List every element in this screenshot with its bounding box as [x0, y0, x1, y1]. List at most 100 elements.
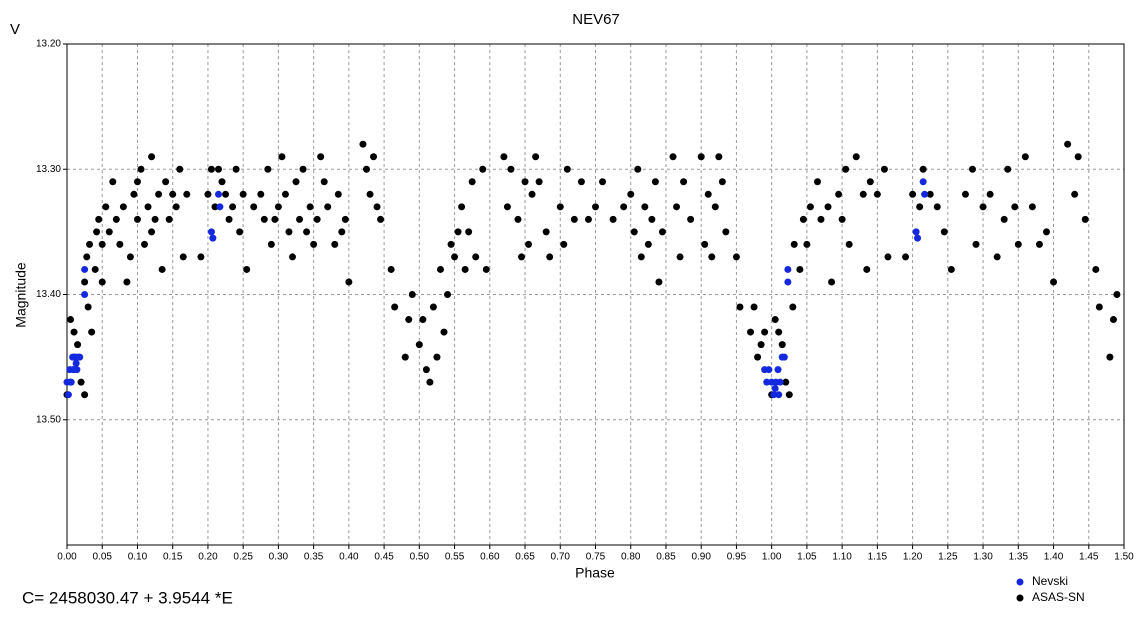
data-point [377, 215, 385, 223]
data-point [919, 165, 927, 173]
data-point [599, 178, 607, 186]
x-tick-label: 1.30 [973, 552, 993, 563]
legend-label: ASAS-SN [1032, 590, 1085, 604]
data-point [1071, 190, 1079, 198]
data-point [387, 265, 395, 273]
data-point [373, 203, 381, 211]
data-point [775, 391, 783, 399]
data-point [345, 278, 353, 286]
data-point [644, 240, 652, 248]
data-point [521, 178, 529, 186]
data-point [133, 215, 141, 223]
data-point [715, 153, 723, 161]
data-point [144, 203, 152, 211]
data-point [747, 328, 755, 336]
data-point [842, 165, 850, 173]
data-point [72, 359, 80, 367]
data-point [630, 228, 638, 236]
data-point [98, 240, 106, 248]
data-point [209, 234, 217, 242]
data-point [754, 353, 762, 361]
data-point [148, 153, 156, 161]
x-tick-label: 1.20 [903, 552, 923, 563]
data-point [718, 178, 726, 186]
data-point [86, 240, 94, 248]
data-point [765, 366, 773, 374]
data-point [507, 165, 515, 173]
data-point [324, 203, 332, 211]
data-point [64, 391, 72, 399]
data-point [658, 228, 666, 236]
data-point [634, 165, 642, 173]
data-point [1035, 240, 1043, 248]
legend-marker [1016, 594, 1024, 602]
data-point [239, 190, 247, 198]
data-point [77, 378, 85, 386]
data-point [281, 190, 289, 198]
data-point [806, 203, 814, 211]
data-point [784, 278, 792, 286]
data-point [518, 253, 526, 261]
data-point [359, 140, 367, 148]
data-point [750, 303, 758, 311]
data-point [81, 278, 89, 286]
data-point [968, 165, 976, 173]
data-point [331, 240, 339, 248]
y-tick-label: 13.40 [36, 289, 61, 300]
data-point [204, 190, 212, 198]
data-point [803, 240, 811, 248]
x-tick-label: 1.25 [938, 552, 958, 563]
x-tick-label: 0.80 [621, 552, 641, 563]
data-point [1028, 203, 1036, 211]
x-tick-label: 0.70 [551, 552, 571, 563]
data-point [775, 328, 783, 336]
chart-title: NEV67 [572, 11, 620, 28]
data-point [761, 328, 769, 336]
data-point [236, 228, 244, 236]
data-point [1113, 291, 1121, 298]
data-point [909, 190, 917, 198]
legend-label: Nevski [1032, 574, 1068, 588]
data-point [774, 366, 782, 374]
data-point [303, 228, 311, 236]
x-tick-label: 0.65 [515, 552, 535, 563]
data-point [648, 215, 656, 223]
data-point [676, 253, 684, 261]
data-point [824, 203, 832, 211]
data-point [780, 353, 788, 361]
data-point [655, 278, 663, 286]
data-point [828, 278, 836, 286]
data-point [207, 228, 215, 236]
data-point [1109, 316, 1117, 324]
data-point [91, 265, 99, 273]
data-point [341, 215, 349, 223]
x-tick-label: 0.10 [128, 552, 148, 563]
data-point [67, 316, 75, 324]
x-tick-label: 0.95 [727, 552, 747, 563]
data-point [76, 353, 84, 361]
y-tick-label: 13.30 [36, 164, 61, 175]
data-point [651, 178, 659, 186]
data-point [784, 265, 792, 273]
data-point [83, 253, 91, 261]
data-point [451, 253, 459, 261]
data-point [133, 178, 141, 186]
data-point [215, 190, 223, 198]
data-point [479, 165, 487, 173]
data-point [165, 215, 173, 223]
x-tick-label: 0.20 [198, 552, 218, 563]
data-point [465, 228, 473, 236]
data-point [250, 203, 258, 211]
data-point [500, 153, 508, 161]
data-point [88, 328, 96, 336]
y-tick-label: 13.20 [36, 39, 61, 50]
data-point [627, 190, 635, 198]
data-point [169, 190, 177, 198]
data-point [732, 253, 740, 261]
data-point [1092, 265, 1100, 273]
x-tick-label: 0.05 [92, 552, 112, 563]
x-tick-label: 0.40 [339, 552, 359, 563]
data-point [468, 178, 476, 186]
data-point [961, 190, 969, 198]
